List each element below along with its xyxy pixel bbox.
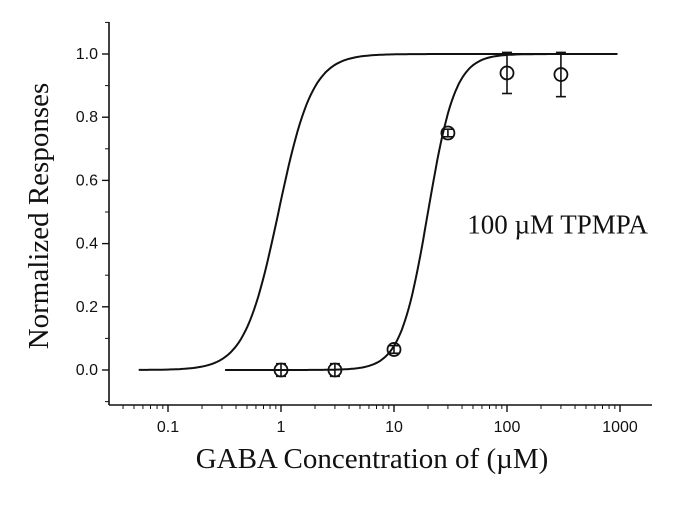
y-tick-label: 0.4 xyxy=(76,236,98,253)
x-tick-label: 10 xyxy=(385,419,403,436)
data-point xyxy=(273,362,289,378)
y-axis-title: Normalized Responses xyxy=(23,83,55,350)
plot-area: 0.1 1 10 100 1000 0.0 0.2 0.4 0.6 0.8 1.0 xyxy=(76,21,652,436)
y-tick-label: 1.0 xyxy=(76,46,98,63)
y-axis: 0.0 0.2 0.4 0.6 0.8 1.0 xyxy=(76,21,110,405)
y-tick-label: 0.2 xyxy=(76,299,98,316)
series-layer xyxy=(138,51,618,378)
x-tick-label: 0.1 xyxy=(157,419,179,436)
fit-curve xyxy=(225,53,618,371)
data-point xyxy=(499,65,515,81)
data-point xyxy=(327,362,343,378)
y-tick-label: 0.0 xyxy=(76,362,98,379)
x-tick-label: 100 xyxy=(494,419,521,436)
data-point xyxy=(553,67,569,82)
x-tick-label: 1 xyxy=(277,419,286,436)
annotation-label: 100 µM TPMPA xyxy=(467,210,648,240)
x-axis: 0.1 1 10 100 1000 xyxy=(109,404,652,436)
data-point xyxy=(440,125,456,141)
x-tick-label: 1000 xyxy=(602,419,638,436)
y-tick-label: 0.6 xyxy=(76,172,98,189)
data-point xyxy=(386,342,402,357)
y-tick-label: 0.8 xyxy=(76,109,98,126)
x-axis-title: GABA Concentration of (µM) xyxy=(196,443,549,475)
